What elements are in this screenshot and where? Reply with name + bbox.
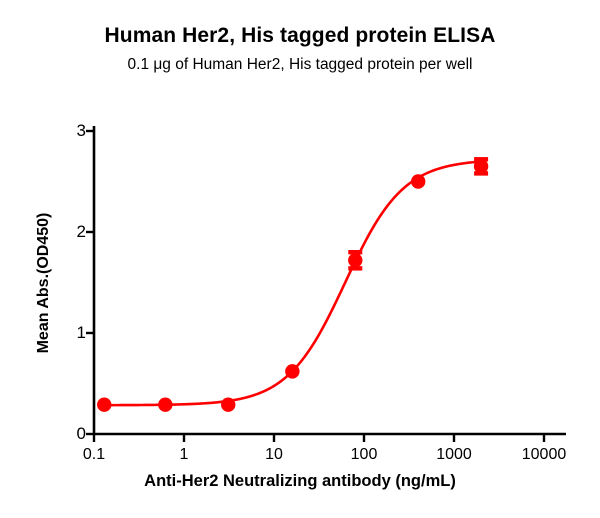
- axis-ticks: [86, 129, 546, 442]
- data-point: [410, 174, 426, 189]
- x-tick-label-0: 0.1: [82, 446, 106, 463]
- data-point: [97, 397, 112, 412]
- y-tick-label-1: 1: [76, 323, 86, 342]
- y-tick-label-0: 0: [76, 424, 86, 443]
- chart-title: Human Her2, His tagged protein ELISA: [104, 24, 496, 47]
- data-point: [473, 159, 489, 174]
- x-tick-label-4: 1000: [436, 446, 472, 463]
- data-point: [158, 397, 173, 412]
- data-point: [285, 364, 300, 379]
- chart-subtitle: 0.1 μg of Human Her2, His tagged protein…: [127, 56, 473, 73]
- x-tick-label-1: 1: [179, 446, 189, 463]
- x-tick-label-2: 10: [265, 446, 283, 463]
- y-tick-label-2: 2: [76, 222, 86, 241]
- x-axis-label: Anti-Her2 Neutralizing antibody (ng/mL): [144, 472, 456, 490]
- data-point: [221, 397, 236, 412]
- x-tick-label-5: 10000: [521, 446, 567, 463]
- y-tick-label-3: 3: [76, 121, 86, 140]
- data-point: [348, 253, 363, 268]
- data-points: [97, 157, 489, 412]
- x-tick-label-3: 100: [350, 446, 378, 463]
